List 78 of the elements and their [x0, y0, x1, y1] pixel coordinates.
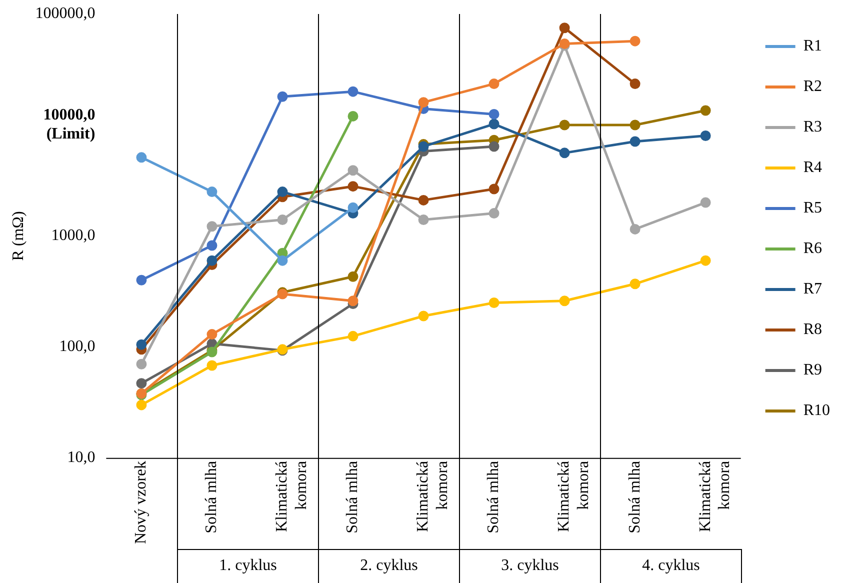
point — [630, 78, 640, 90]
x-tick-label: Klimatická komora — [274, 460, 310, 532]
point — [348, 86, 358, 97]
point — [418, 194, 429, 206]
text: 2. cyklus — [360, 557, 418, 574]
y-tick-label: 100000,0 — [35, 5, 96, 22]
point — [348, 330, 358, 342]
x-tick-label: Klimatická komora — [696, 460, 733, 532]
x-tick-label: Klimatická komora — [414, 460, 451, 532]
point — [136, 378, 147, 389]
legend-label: R6 — [803, 240, 822, 258]
point — [348, 181, 358, 192]
x-tick-label: Nový vzorek — [132, 460, 150, 544]
x-tick-label: Solná mlha — [344, 460, 362, 534]
point — [136, 400, 147, 410]
y-axis-title: R (mΩ) — [10, 211, 27, 261]
point — [559, 148, 570, 158]
legend-label: R1 — [803, 38, 822, 55]
legend-label: R10 — [803, 402, 830, 420]
point — [488, 141, 500, 152]
point — [206, 240, 218, 251]
point — [136, 339, 147, 350]
point — [559, 120, 570, 130]
point — [488, 78, 500, 90]
point — [277, 91, 288, 102]
point — [418, 310, 429, 322]
legend-label: R9 — [803, 362, 822, 379]
point — [206, 255, 218, 266]
legend-label: R4 — [803, 159, 822, 176]
point — [206, 186, 218, 198]
point — [418, 97, 429, 108]
point — [488, 298, 500, 308]
point — [277, 186, 288, 198]
point — [559, 296, 570, 306]
legend-label: R5 — [803, 200, 822, 217]
point — [136, 274, 147, 286]
text: 3. cyklus — [501, 557, 559, 574]
point — [559, 22, 570, 34]
point — [136, 358, 147, 370]
x-tick-label: Solná mlha — [203, 460, 220, 534]
y-tick-label: 1000,0 — [51, 227, 96, 244]
point — [488, 118, 500, 130]
point — [630, 120, 640, 130]
y-tick-label: 10,0 — [67, 449, 96, 466]
x-tick-label: Solná mlha — [626, 460, 644, 534]
point — [630, 36, 640, 46]
y-tick-label: 10000,0 (Limit) — [43, 106, 96, 143]
text: 4. cyklus — [642, 557, 700, 574]
point — [630, 278, 640, 290]
point — [630, 224, 640, 234]
point — [488, 208, 500, 219]
legend-label: R8 — [803, 321, 822, 338]
point — [277, 214, 288, 225]
point — [348, 165, 358, 176]
point — [136, 152, 147, 163]
point — [488, 108, 500, 120]
text: 1. cyklus — [219, 557, 277, 574]
point — [348, 296, 358, 306]
legend-label: R2 — [803, 78, 822, 96]
point — [206, 360, 218, 371]
legend-label: R3 — [803, 118, 822, 136]
y-tick-label: 100,0 — [59, 338, 96, 356]
point — [488, 184, 500, 194]
legend-label: R7 — [803, 280, 822, 298]
point — [277, 255, 288, 266]
point — [348, 202, 358, 213]
point — [700, 130, 711, 141]
point — [700, 197, 711, 208]
point — [630, 136, 640, 147]
point — [348, 271, 358, 282]
point — [348, 110, 358, 122]
point — [418, 214, 429, 225]
point — [700, 105, 711, 116]
x-tick-label: Klimatická komora — [556, 460, 592, 532]
x-tick-label: Solná mlha — [485, 460, 502, 534]
point — [206, 221, 218, 232]
point — [206, 329, 218, 340]
point — [700, 255, 711, 266]
